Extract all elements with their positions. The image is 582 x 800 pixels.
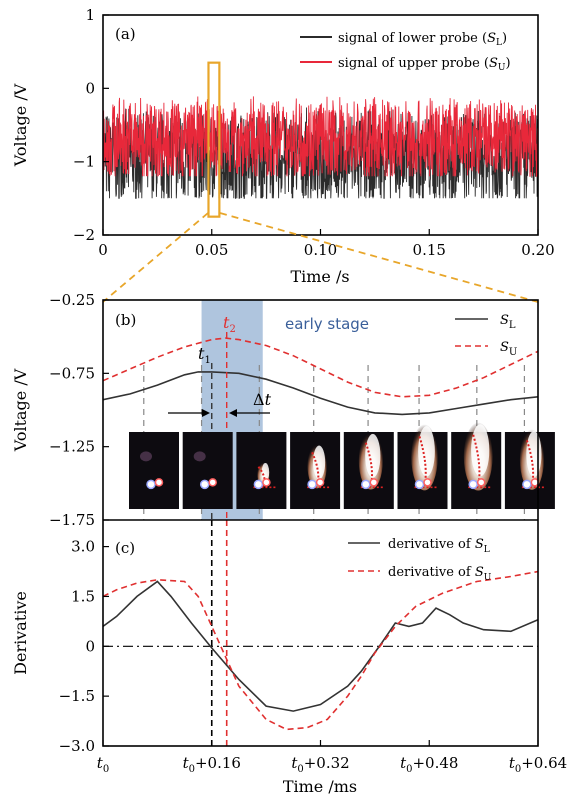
series-line-derivative-su [103, 570, 538, 731]
probe-upper-icon [262, 478, 271, 487]
x-tick-label: t0 [97, 754, 109, 775]
panel-a: 0 0.05 0.10 0.15 0.20 1 0 −1 −2 (a) signal of lo… [11, 6, 555, 286]
flame-core [418, 426, 435, 477]
panel-a-label: (a) [115, 25, 136, 43]
delta-t-label: Δt [253, 390, 272, 409]
panel-b-ylabel: Voltage /V [11, 368, 30, 452]
panel-c-label: (c) [115, 539, 135, 557]
x-tick-label: t0+0.64 [509, 754, 567, 775]
flame-image-1 [129, 432, 179, 509]
panel-a-xlabel: Time /s [290, 267, 349, 286]
zoom-connector-right [219, 212, 539, 303]
panel-a-legend: signal of lower probe (SL) signal of upp… [300, 31, 511, 73]
panel-c-ylabel: Derivative [11, 591, 30, 675]
flame-core [365, 433, 381, 478]
x-tick-label: t0+0.48 [400, 754, 458, 775]
probe-lower-icon [199, 479, 210, 490]
panel-b: −0.25−0.75−1.25−1.75 (b) early stage t1 … [11, 291, 555, 529]
flame-core [261, 463, 270, 482]
early-stage-label: early stage [285, 315, 369, 333]
y-tick-label: −2 [73, 226, 95, 244]
arc-trajectory [525, 440, 535, 487]
y-tick-label: 0 [85, 637, 95, 655]
y-tick-label: −1.25 [49, 438, 95, 456]
flame-image-strip [129, 422, 555, 509]
probe-upper-icon [315, 478, 325, 487]
flame-image-4 [290, 432, 341, 509]
x-tick-label: 0.15 [413, 241, 446, 259]
probe-lower-icon [414, 479, 425, 490]
flame-image-2 [182, 432, 233, 509]
legend-lower-probe: signal of lower probe (SL) [338, 31, 507, 48]
probe-upper-icon [369, 478, 379, 487]
probe-upper-icon [476, 478, 486, 487]
panel-c: 3.0 1.5 0 −1.5 −3.0t0 t0+0.16 t0+0.32 t0+0.48 t0… [11, 520, 567, 796]
probe-lower-icon [253, 479, 264, 490]
arc-trajectory [418, 436, 427, 487]
legend-su: SU [500, 340, 517, 358]
panel-c-legend: derivative of SL derivative of SU [348, 537, 492, 583]
series-line-derivative-sl [103, 580, 538, 712]
flame-image-8 [504, 429, 555, 509]
x-tick-label: t0+0.32 [291, 754, 349, 775]
probe-lower-icon [468, 479, 478, 490]
flame-image-bg [129, 432, 179, 509]
flame-image-5 [343, 432, 394, 509]
y-tick-label: −3.0 [59, 737, 95, 755]
y-tick-label: 0 [85, 79, 95, 97]
legend-upper-probe: signal of upper probe (SU) [338, 56, 511, 73]
y-tick-label: −0.25 [49, 291, 95, 309]
panel-a-plot-area [103, 96, 538, 199]
series-line-su [103, 337, 538, 398]
x-tick-label: 0.20 [521, 241, 554, 259]
probe-lower-icon [307, 479, 317, 490]
y-tick-label: 1 [85, 6, 95, 24]
glow-spot [140, 451, 152, 462]
zoom-connector-left [102, 212, 209, 303]
panel-bc-frame [102, 299, 539, 747]
probe-upper-icon [154, 478, 164, 487]
y-tick-label: −0.75 [49, 364, 95, 382]
x-tick-label: t0+0.16 [183, 754, 241, 775]
y-tick-label: −1.75 [49, 511, 95, 529]
legend-sl: SL [500, 313, 516, 331]
panel-c-xlabel: Time /ms [283, 777, 357, 796]
flame-image-3 [236, 432, 287, 509]
y-tick-label: 3.0 [71, 538, 95, 556]
legend-derivative-su: derivative of SU [388, 565, 492, 583]
flame-image-bg [182, 432, 233, 509]
probe-lower-icon [361, 479, 371, 490]
flame-core [526, 431, 542, 478]
x-tick-label: 0.10 [304, 241, 337, 259]
series-line-sl [103, 371, 538, 416]
probe-upper-icon [208, 478, 217, 487]
x-tick-label: 0.05 [195, 241, 228, 259]
probe-upper-icon [423, 478, 432, 487]
legend-derivative-sl: derivative of SL [388, 537, 490, 555]
delta-t-marker: Δt [168, 390, 272, 417]
y-tick-label: 1.5 [71, 587, 95, 605]
x-tick-label: 0 [98, 241, 108, 259]
series-line-upper-probe [103, 96, 538, 177]
panel-b-ticks: −0.25 −0.75 −1.25 −1.75 [49, 291, 109, 529]
flame-image-6 [397, 424, 448, 509]
y-tick-label: −1.5 [59, 687, 95, 705]
flame-core [471, 424, 490, 477]
panel-a-ylabel: Voltage /V [11, 83, 30, 167]
highlight-box [207, 61, 221, 218]
panel-b-legend: SL SU [455, 313, 517, 358]
probe-lower-icon [146, 479, 156, 490]
panel-c-plot-area [103, 520, 538, 746]
flame-core [313, 445, 326, 480]
flame-image-7 [451, 422, 502, 509]
glow-spot [193, 451, 206, 462]
panel-b-label: (b) [115, 311, 136, 329]
probe-lower-icon [522, 479, 532, 490]
panel-a-ticks: 0 0.05 0.10 0.15 0.20 1 0 −1 −2 [73, 6, 555, 259]
y-tick-label: −1 [73, 153, 95, 171]
